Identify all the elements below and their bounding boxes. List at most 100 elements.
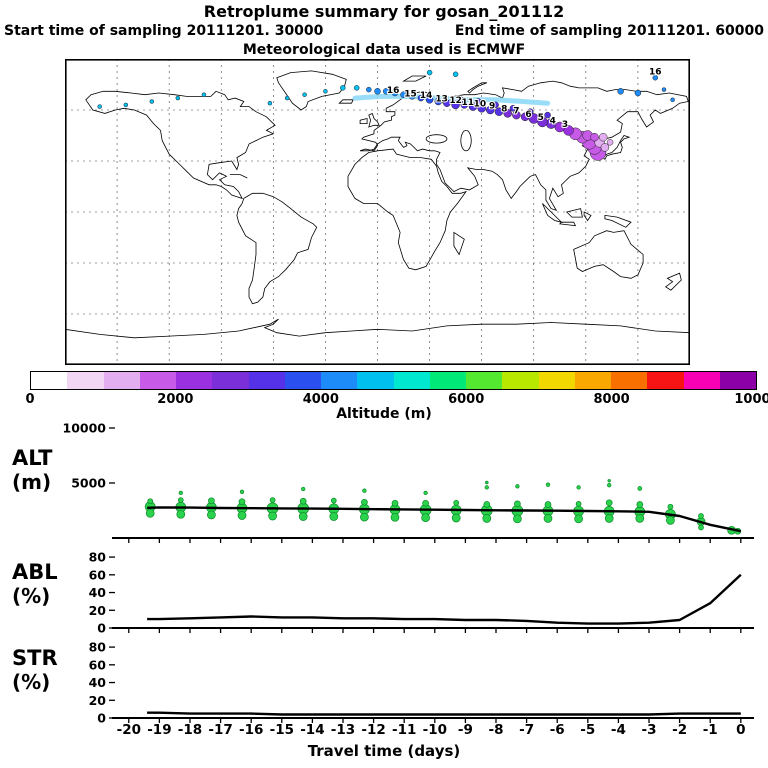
map-dot bbox=[382, 88, 390, 95]
colorbar-tick-labels: 0 2000 4000 6000 8000 10000 bbox=[25, 392, 768, 407]
alt-dot bbox=[360, 512, 369, 522]
map-dot bbox=[477, 104, 486, 113]
alt-dot bbox=[485, 480, 489, 485]
alt-dot bbox=[239, 489, 245, 494]
abl-line bbox=[147, 573, 742, 625]
alt-dot bbox=[666, 516, 675, 525]
alt-dot bbox=[423, 490, 428, 496]
map-dot bbox=[544, 111, 551, 119]
str-ytick: 20 bbox=[89, 693, 107, 708]
x-tick-label: -1 bbox=[703, 722, 718, 738]
alt-dot bbox=[451, 513, 461, 523]
alt-dot bbox=[576, 485, 581, 490]
map-dot bbox=[670, 97, 675, 103]
alt-dot bbox=[299, 497, 307, 505]
map-dot bbox=[457, 96, 465, 104]
alt-dot bbox=[698, 513, 704, 519]
x-axis-title: Travel time (days) bbox=[307, 742, 461, 760]
x-tick-label: -11 bbox=[392, 722, 416, 738]
map-dot bbox=[149, 99, 155, 104]
map-dot bbox=[451, 100, 460, 110]
alt-dot bbox=[667, 503, 674, 510]
alt-dot bbox=[177, 497, 184, 503]
alt-dot bbox=[330, 497, 337, 504]
map-dot bbox=[509, 105, 517, 112]
colorbar-segment bbox=[248, 372, 285, 389]
alt-dot bbox=[607, 483, 612, 488]
alt-dot bbox=[298, 512, 308, 521]
alt-dot bbox=[513, 514, 522, 524]
map-dot bbox=[340, 85, 346, 91]
map-day-label: 15 bbox=[404, 89, 417, 99]
alt-dot bbox=[636, 501, 644, 508]
map-dot bbox=[123, 102, 129, 108]
met-data-label: Meteorological data used is ECMWF bbox=[242, 42, 526, 58]
map-dot bbox=[503, 109, 512, 118]
colorbar-tick: 6000 bbox=[448, 392, 485, 407]
x-tick-label: 0 bbox=[736, 722, 745, 738]
coastlines bbox=[64, 70, 691, 339]
map-day-label: 16 bbox=[387, 86, 400, 96]
plume-dots bbox=[97, 69, 675, 161]
colorbar-segment bbox=[31, 372, 68, 389]
map-day-label: 6 bbox=[525, 110, 531, 120]
abl-ytick: 80 bbox=[89, 550, 107, 565]
map-day-label: 14 bbox=[420, 91, 433, 101]
alt-panel-label: ALT bbox=[12, 446, 53, 470]
map-dot bbox=[391, 89, 399, 97]
str-ytick: 80 bbox=[89, 640, 107, 655]
map-day-label: 3 bbox=[562, 120, 568, 130]
alt-panel-unit: (m) bbox=[12, 470, 52, 494]
alt-dot bbox=[329, 512, 339, 521]
alt-dot bbox=[543, 514, 553, 523]
x-tick-labels: -20 -19 -18 -17 -16 -15 -14 -13 -12 -11 -10 -9 -8 -7-… bbox=[117, 722, 746, 738]
alt-dot bbox=[238, 498, 246, 506]
colorbar-segment bbox=[212, 372, 249, 389]
map-dot bbox=[590, 132, 599, 142]
alt-dot bbox=[361, 498, 368, 506]
abl-ytick: 0 bbox=[97, 621, 106, 636]
x-tick-label: -4 bbox=[611, 722, 626, 738]
map-day-label: 16 bbox=[649, 67, 662, 77]
alt-dot bbox=[483, 501, 491, 508]
panel-abl: 0 20 40 60 80 bbox=[89, 550, 754, 636]
x-tick-label: -20 bbox=[117, 722, 141, 738]
map-graticule bbox=[65, 59, 690, 365]
alt-dot bbox=[514, 500, 521, 508]
map-dot bbox=[284, 95, 290, 101]
x-tick-label: -15 bbox=[270, 722, 294, 738]
map-frame bbox=[65, 59, 691, 365]
map-dot bbox=[417, 94, 425, 102]
alt-dot bbox=[422, 499, 429, 507]
x-tick-label: -6 bbox=[550, 722, 565, 738]
x-tick-label: -17 bbox=[208, 722, 232, 738]
x-tick-label: -9 bbox=[458, 722, 473, 738]
world-map-panel: 3 4 5 6 7 8 9 10 11 12 13 14 15 16 16 bbox=[64, 59, 691, 365]
colorbar-segment bbox=[502, 372, 539, 389]
colorbar-segment bbox=[647, 372, 684, 389]
colorbar-segment bbox=[466, 372, 503, 389]
alt-dot bbox=[482, 514, 492, 523]
x-tick-label: -12 bbox=[361, 722, 385, 738]
str-panel-label: STR bbox=[12, 646, 58, 670]
alt-dot bbox=[637, 486, 643, 491]
map-dot bbox=[374, 88, 381, 95]
x-tick-label: -13 bbox=[331, 722, 355, 738]
colorbar-segment bbox=[538, 372, 575, 389]
str-ytick: 40 bbox=[89, 675, 107, 690]
alt-dot bbox=[268, 511, 277, 521]
map-dot bbox=[443, 99, 451, 107]
colorbar-segment bbox=[683, 372, 720, 389]
map-dot bbox=[512, 110, 521, 120]
alt-dot bbox=[391, 499, 399, 507]
colorbar-segment bbox=[103, 372, 140, 389]
alt-dot bbox=[237, 511, 247, 520]
alt-dot bbox=[176, 509, 186, 519]
colorbar-segment bbox=[67, 372, 104, 389]
x-tick-label: -10 bbox=[423, 722, 447, 738]
x-tick-label: -3 bbox=[642, 722, 657, 738]
x-tick-label: -7 bbox=[519, 722, 534, 738]
map-dot bbox=[634, 89, 642, 97]
map-dot bbox=[97, 104, 102, 109]
